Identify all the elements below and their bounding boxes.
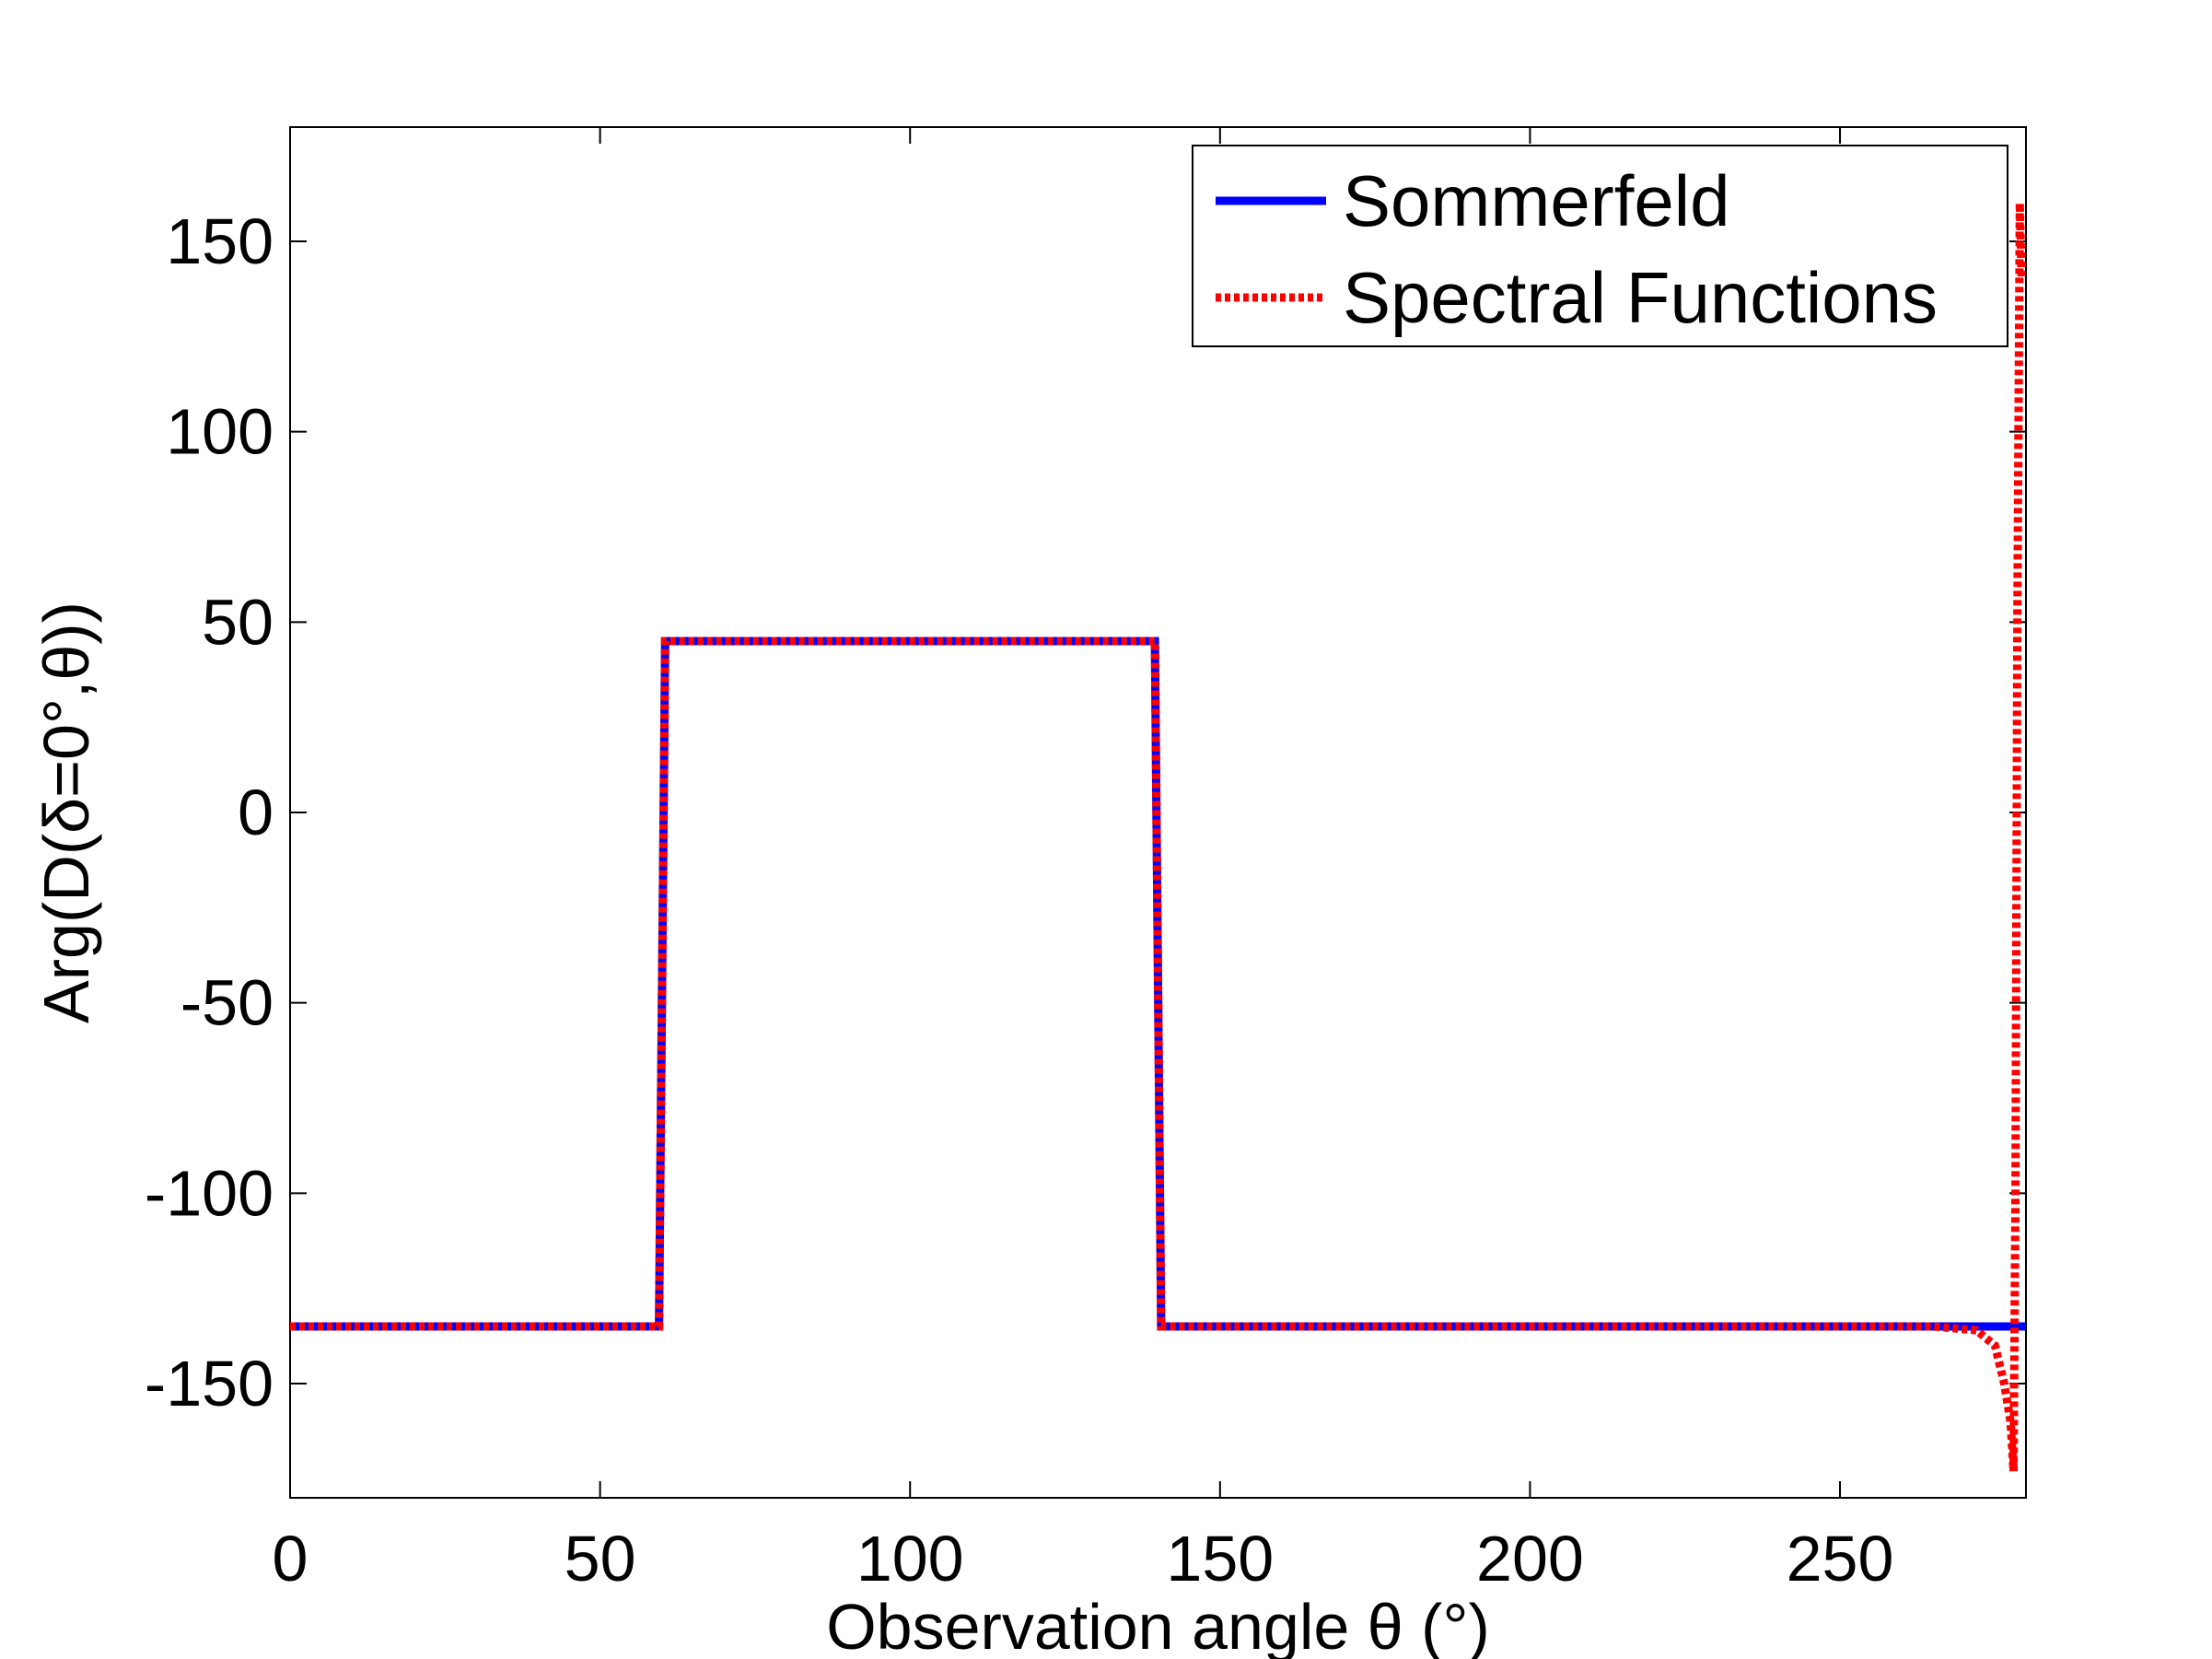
y-tick-label: -50 [180,967,274,1039]
series-layer [290,203,2026,1472]
ticks: 0 50 100 150 200 250 150 100 50 0 -50 -100 -150 [145,127,2026,1595]
x-tick-label: 200 [1476,1523,1584,1595]
legend: Sommerfeld Spectral Functions [1192,145,2008,347]
x-tick-label: 50 [565,1523,636,1595]
legend-box [1192,145,2008,347]
y-tick-label: 50 [202,586,274,658]
x-axis-label: Observation angle θ (°) [826,1591,1490,1659]
y-tick-label: -100 [145,1157,274,1229]
x-tick-label: 0 [273,1523,309,1595]
legend-label-spectral-functions: Spectral Functions [1343,257,1938,338]
y-tick-label: -150 [145,1348,274,1419]
y-tick-label: 100 [166,396,274,468]
x-tick-label: 150 [1166,1523,1274,1595]
y-tick-label: 0 [238,777,274,848]
y-tick-label: 150 [166,205,274,277]
series-line-sommerfeld [290,637,2026,1331]
legend-label-sommerfeld: Sommerfeld [1343,160,1729,241]
series-line-spectral-functions [290,203,2026,1472]
x-tick-label: 100 [856,1523,964,1595]
x-tick-label: 250 [1787,1523,1894,1595]
y-axis-label: Arg(D(δ=0°,θ)) [30,602,102,1023]
